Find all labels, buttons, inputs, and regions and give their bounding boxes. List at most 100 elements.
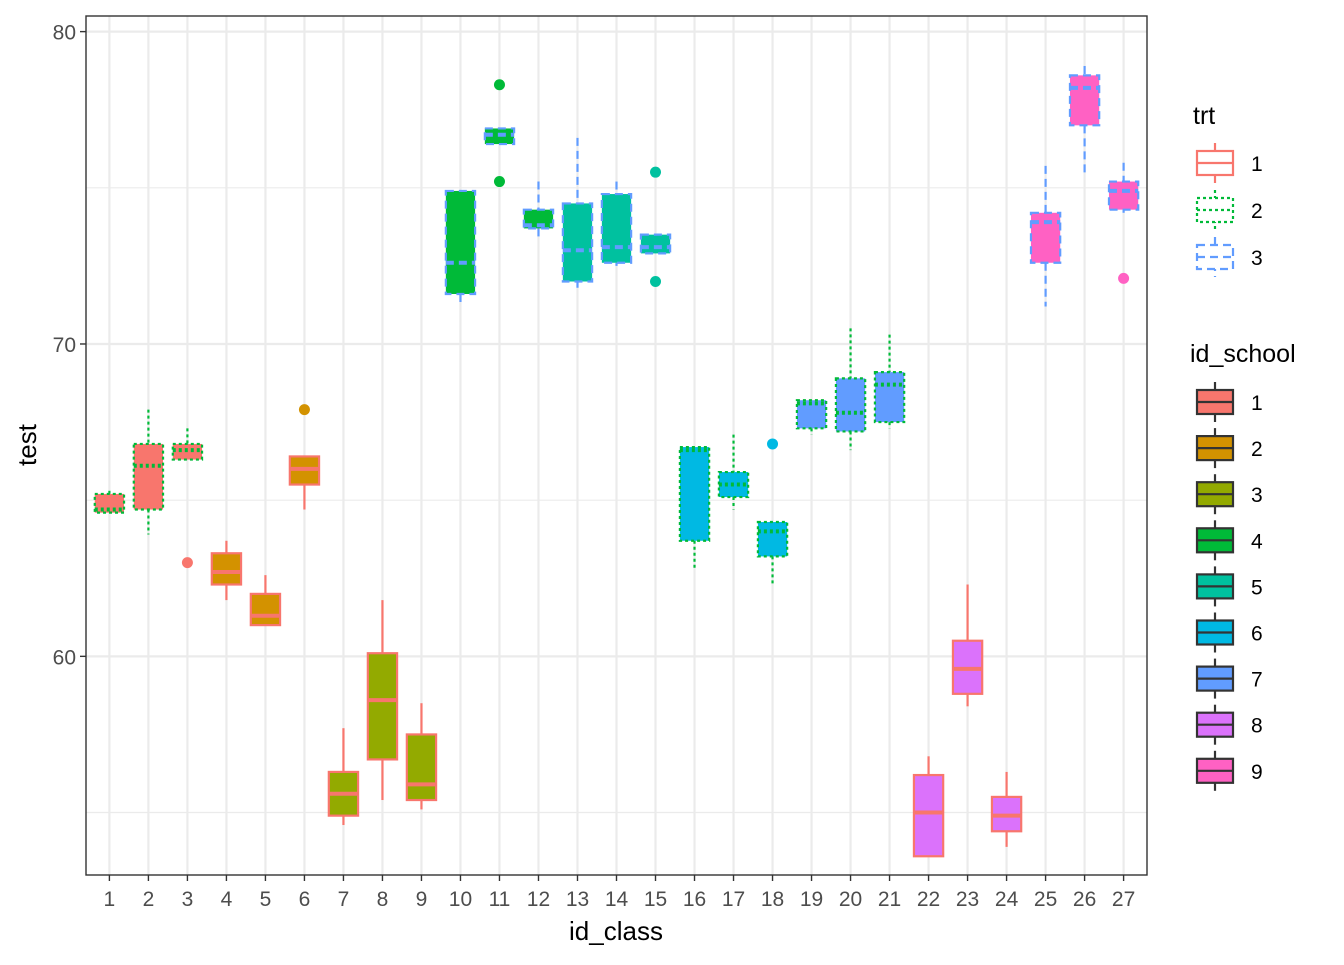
x-tick-label: 18	[761, 888, 784, 911]
outlier-point	[493, 176, 505, 188]
legend-label-id-school: 5	[1251, 576, 1263, 599]
legend-label-trt: 3	[1251, 247, 1263, 270]
outlier-point	[493, 79, 505, 91]
box-group	[795, 399, 828, 435]
outlier-point	[650, 166, 662, 178]
x-tick-label: 13	[566, 888, 589, 911]
legend-key-id-school	[1195, 750, 1235, 791]
x-tick-label: 7	[338, 888, 350, 911]
box-group	[327, 728, 360, 826]
box	[639, 233, 672, 255]
legend-key-id-school	[1195, 612, 1235, 653]
outlier-point	[298, 404, 310, 416]
box-group	[639, 166, 672, 288]
box	[444, 189, 477, 296]
box-group	[483, 79, 516, 188]
box	[600, 192, 633, 264]
outlier-point	[650, 276, 662, 288]
box-group	[990, 771, 1023, 847]
x-tick-label: 21	[878, 888, 901, 911]
legend-key-id-school	[1195, 520, 1235, 561]
x-tick-label: 9	[416, 888, 428, 911]
legend-label-id-school: 7	[1251, 669, 1263, 692]
x-axis-title: id_class	[569, 916, 663, 946]
x-tick-label: 1	[104, 888, 116, 911]
x-tick-label: 24	[995, 888, 1019, 911]
x-tick-label: 11	[489, 888, 511, 911]
legend-label-trt: 1	[1251, 153, 1263, 176]
box-group	[561, 137, 594, 288]
box-group	[171, 428, 204, 569]
box-group	[1029, 165, 1062, 307]
outlier-point	[1118, 272, 1130, 284]
x-tick-label: 12	[527, 888, 550, 911]
x-tick-label: 8	[377, 888, 389, 911]
legend-key-trt	[1195, 237, 1235, 277]
legend-label-id-school: 2	[1251, 438, 1263, 461]
box	[678, 445, 711, 542]
legend-label-trt: 2	[1251, 200, 1263, 223]
box-group	[834, 328, 867, 451]
x-tick-label: 2	[143, 888, 155, 911]
box-group	[288, 404, 321, 510]
x-tick-label: 5	[260, 888, 272, 911]
outlier-point	[181, 557, 193, 569]
legend-key-id-school	[1195, 474, 1235, 515]
box	[405, 733, 438, 802]
box-group	[717, 434, 750, 510]
box	[132, 442, 165, 511]
box	[366, 652, 399, 761]
x-tick-label: 15	[644, 888, 667, 911]
legend-key-id-school	[1195, 566, 1235, 607]
box	[1107, 180, 1140, 211]
box-group	[444, 189, 477, 307]
legend-key-id-school	[1195, 658, 1235, 699]
x-tick-label: 27	[1112, 888, 1135, 911]
legend-title-id-school: id_school	[1190, 340, 1296, 368]
x-tick-label: 4	[221, 888, 233, 911]
x-tick-label: 25	[1034, 888, 1057, 911]
box	[756, 520, 789, 558]
y-tick-label: 70	[53, 334, 76, 357]
legend-label-id-school: 3	[1251, 484, 1263, 507]
legend-label-id-school: 1	[1251, 392, 1263, 415]
legend-label-id-school: 8	[1251, 715, 1263, 738]
legend-key-trt	[1195, 143, 1235, 183]
box	[912, 773, 945, 858]
x-tick-label: 6	[299, 888, 311, 911]
box-group	[1068, 65, 1101, 176]
box-group	[1107, 162, 1140, 284]
box-group	[678, 445, 711, 569]
box-group	[210, 540, 243, 601]
box-group	[132, 409, 165, 535]
x-tick-label: 20	[839, 888, 862, 911]
grid-lines	[86, 16, 1147, 875]
box-group	[873, 334, 906, 429]
box-group	[600, 181, 633, 266]
box-group	[522, 181, 555, 241]
x-tick-label: 3	[182, 888, 194, 911]
box-group	[249, 575, 282, 627]
box	[561, 202, 594, 283]
box-group	[951, 584, 984, 707]
y-tick-label: 80	[53, 22, 76, 45]
y-tick-label: 60	[53, 646, 76, 669]
x-tick-label: 22	[917, 888, 940, 911]
legend-title-trt: trt	[1193, 102, 1215, 130]
box-group	[93, 490, 126, 514]
y-axis-title: test	[12, 423, 42, 466]
legend-key-id-school	[1195, 428, 1235, 469]
x-tick-label: 10	[449, 888, 472, 911]
outlier-point	[767, 438, 779, 450]
box-group	[912, 756, 945, 858]
legend-label-id-school: 9	[1251, 761, 1263, 784]
box	[834, 377, 867, 433]
x-tick-label: 17	[722, 888, 745, 911]
box-group	[405, 703, 438, 810]
box	[210, 552, 243, 586]
box	[249, 592, 282, 627]
legend-label-id-school: 6	[1251, 623, 1263, 646]
